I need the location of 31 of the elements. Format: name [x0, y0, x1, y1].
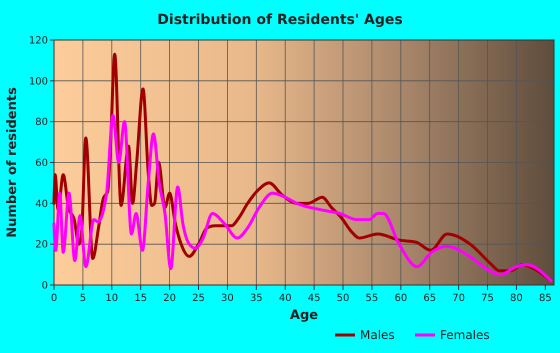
y-axis-title: Number of residents — [5, 86, 20, 238]
x-tick-label: 75 — [481, 293, 494, 304]
x-tick-label: 25 — [192, 293, 205, 304]
x-tick-label: 35 — [250, 293, 263, 304]
y-tick-label: 20 — [35, 240, 48, 251]
x-tick-label: 50 — [336, 293, 350, 304]
y-tick-label: 40 — [35, 198, 48, 210]
x-tick-label: 5 — [80, 293, 86, 304]
x-tick-label: 55 — [366, 293, 378, 304]
y-tick-label: 80 — [35, 117, 48, 128]
x-tick-label: 20 — [163, 293, 176, 304]
x-tick-label: 80 — [510, 293, 523, 304]
x-axis-title: Age — [290, 308, 318, 323]
x-tick-label: 40 — [278, 293, 292, 304]
x-tick-label: 10 — [105, 293, 118, 304]
x-tick-label: 30 — [221, 293, 234, 304]
x-tick-label: 60 — [394, 293, 408, 304]
y-tick-label: 100 — [28, 76, 48, 88]
x-tick-label: 85 — [538, 293, 552, 304]
y-tick-label: 120 — [28, 36, 48, 46]
x-tick-label: 45 — [308, 293, 320, 304]
y-tick-label: 60 — [35, 158, 48, 169]
y-tick-label: 0 — [42, 280, 48, 292]
line-series — [52, 114, 553, 282]
chart-title: Distribution of Residents' Ages — [157, 12, 403, 28]
legend-label: Females — [440, 328, 490, 342]
x-tick-label: 65 — [423, 293, 436, 304]
x-tick-label: 0 — [50, 293, 58, 304]
x-tick-label: 15 — [134, 293, 148, 304]
x-tick-label: 70 — [452, 293, 465, 304]
legend-label: Males — [360, 328, 395, 342]
